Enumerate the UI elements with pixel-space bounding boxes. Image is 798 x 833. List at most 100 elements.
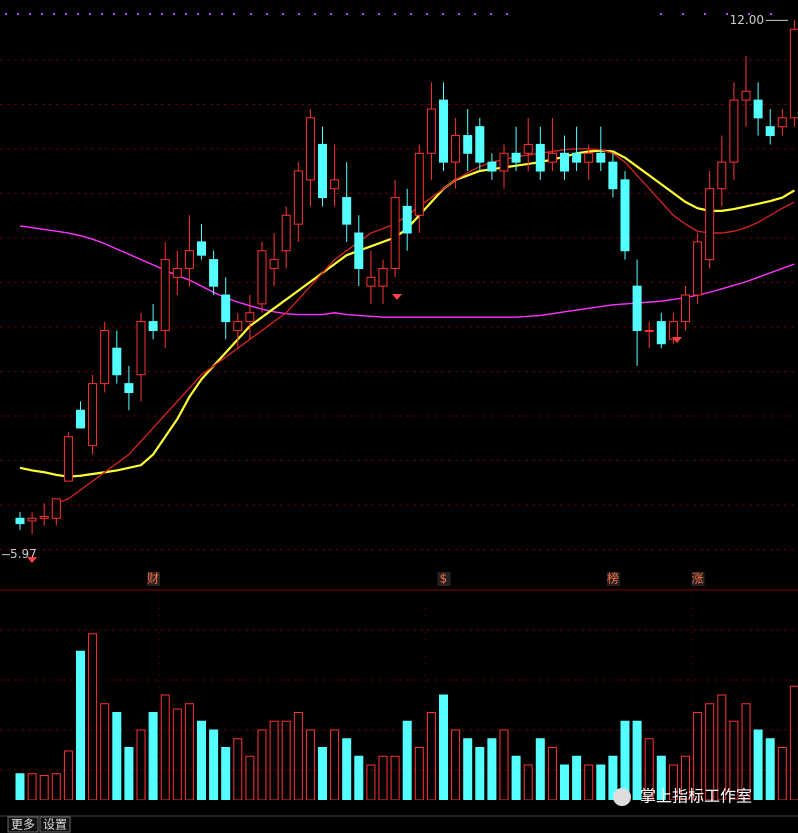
signal-gem — [672, 337, 682, 343]
tab[interactable] — [39, 816, 71, 833]
tab-bar — [0, 816, 798, 833]
volume-bar — [535, 738, 545, 801]
volume-bar — [511, 755, 521, 801]
candle-body — [100, 329, 110, 385]
candle-body — [209, 259, 219, 287]
candle-body — [560, 152, 569, 172]
candle-body — [499, 152, 509, 172]
candle-body — [136, 321, 146, 376]
candle-body — [245, 312, 255, 323]
candle-body — [148, 321, 158, 331]
date-bar — [0, 800, 798, 816]
watermark-icon — [613, 788, 631, 806]
candle-body — [475, 126, 485, 163]
candle-body — [76, 409, 85, 429]
candle-body — [414, 152, 424, 216]
candle-body — [644, 329, 654, 332]
candle-body — [426, 108, 436, 154]
volume-bar — [572, 755, 582, 801]
watermark: 掌上指标工作室 — [640, 787, 752, 806]
candle-body — [729, 99, 739, 163]
candle-body — [366, 276, 376, 287]
signal-gem — [392, 294, 402, 300]
candle-body — [402, 205, 412, 234]
candle-body — [693, 241, 703, 296]
tab[interactable] — [7, 816, 39, 833]
candle-body — [88, 383, 98, 447]
candle-body — [257, 250, 267, 305]
candle-body — [221, 294, 231, 323]
volume-bar — [596, 764, 606, 801]
candle-body — [318, 143, 327, 199]
volume-bar — [221, 747, 231, 801]
candle-body — [233, 321, 243, 331]
candle-body — [572, 152, 582, 163]
tab-label[interactable]: 设置 — [43, 818, 67, 832]
volume-bar — [342, 738, 352, 801]
candle-body — [765, 126, 775, 137]
candle-body — [330, 179, 340, 190]
volume-bar — [148, 712, 158, 801]
candle-body — [112, 347, 122, 376]
candle-body — [705, 188, 715, 261]
volume-bar — [560, 764, 569, 801]
candle-body — [27, 517, 37, 522]
volume-bar — [197, 720, 206, 801]
candle-body — [451, 135, 461, 163]
candle-body — [184, 250, 194, 269]
ma-line — [56, 148, 795, 504]
volume-bar — [765, 738, 775, 801]
candle-body — [378, 267, 388, 287]
volume-bar — [209, 729, 219, 801]
candle-body — [39, 516, 49, 519]
candle-body — [354, 232, 364, 269]
event-box — [437, 572, 451, 586]
candle-body — [535, 143, 545, 172]
volume-bar — [76, 650, 85, 801]
candle-body — [487, 161, 497, 172]
candle-body — [439, 99, 448, 163]
candle-body — [197, 241, 206, 256]
volume-bar — [15, 773, 25, 801]
candle-body — [269, 259, 279, 269]
volume-bar — [402, 720, 412, 801]
volume-bar — [439, 694, 448, 801]
event-box — [606, 572, 620, 586]
candle-body — [656, 321, 666, 345]
tab-label[interactable]: 更多 — [11, 818, 35, 832]
volume-bar — [318, 747, 327, 801]
event-label: 涨 — [692, 571, 704, 586]
candle-body — [63, 436, 73, 482]
candle-body — [584, 152, 594, 163]
volume-bar — [753, 729, 763, 801]
candle-body — [596, 152, 606, 163]
candle-body — [547, 152, 557, 163]
ma-line — [19, 225, 795, 318]
volume-bar — [112, 712, 122, 801]
candle-body — [741, 90, 751, 101]
candle-body — [305, 117, 315, 181]
candle-body — [293, 170, 303, 225]
candle-body — [523, 143, 533, 154]
candle-body — [51, 498, 61, 519]
candle-body — [463, 135, 473, 154]
volume-bar — [124, 747, 134, 801]
volume-bar — [475, 747, 485, 801]
high-label: 12.00 — [730, 13, 764, 27]
candle-body — [124, 383, 134, 393]
event-box — [147, 572, 161, 586]
candle-body — [717, 161, 727, 190]
event-label: $ — [440, 572, 448, 586]
volume-bar — [354, 755, 364, 801]
candle-body — [15, 517, 25, 525]
candle-body — [753, 99, 763, 119]
candle-body — [160, 259, 170, 331]
event-label: 财 — [147, 572, 159, 586]
event-label: 榜 — [607, 571, 619, 586]
volume-bar — [487, 738, 497, 801]
candle-body — [390, 197, 400, 269]
candle-body — [681, 294, 690, 323]
candle-body — [511, 152, 521, 163]
candle-body — [777, 117, 787, 128]
